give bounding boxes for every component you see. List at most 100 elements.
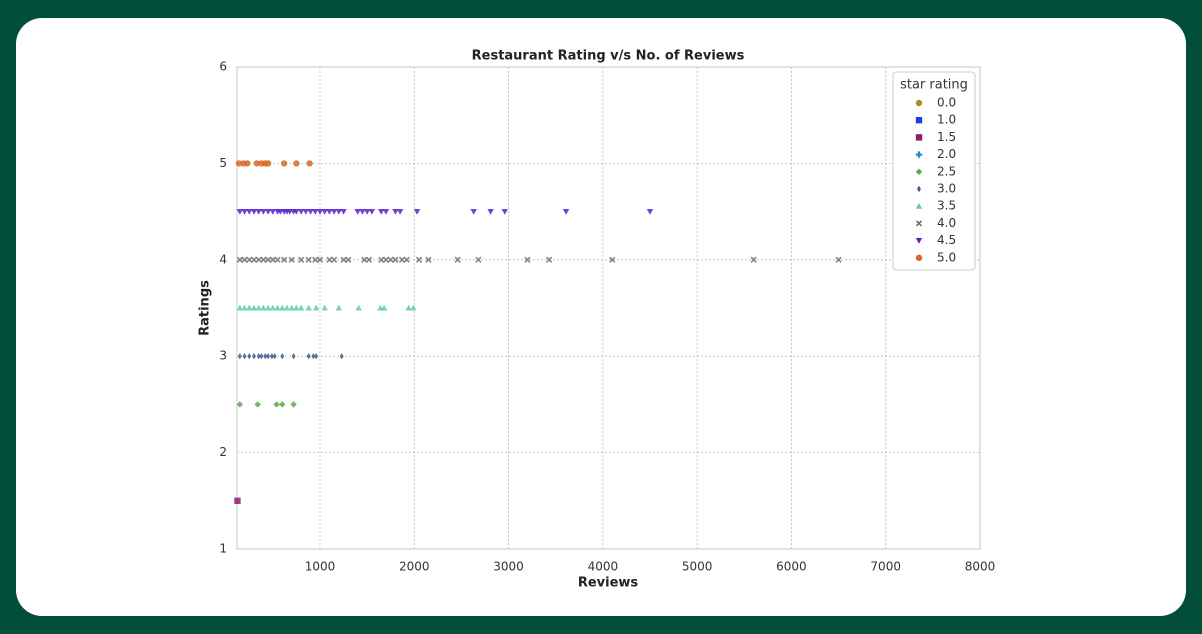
data-point bbox=[398, 256, 406, 263]
data-point bbox=[311, 353, 316, 360]
data-point bbox=[306, 160, 313, 167]
data-point bbox=[264, 160, 272, 167]
data-point bbox=[545, 256, 553, 263]
data-point bbox=[264, 209, 272, 215]
data-point bbox=[330, 209, 338, 215]
y-tick-label: 6 bbox=[219, 60, 227, 74]
data-point bbox=[244, 160, 251, 167]
data-point bbox=[313, 304, 320, 311]
data-point bbox=[260, 256, 267, 263]
data-point bbox=[237, 353, 242, 360]
legend-label: 4.0 bbox=[937, 216, 956, 230]
x-tick-label: 7000 bbox=[870, 560, 901, 574]
y-axis-label: Ratings bbox=[198, 280, 213, 336]
data-point bbox=[335, 304, 343, 311]
data-point bbox=[297, 304, 305, 311]
data-point bbox=[288, 256, 295, 263]
data-point bbox=[280, 353, 285, 360]
data-point bbox=[279, 304, 286, 311]
data-point bbox=[330, 256, 338, 263]
x-tick-label: 5000 bbox=[682, 560, 713, 574]
data-point bbox=[340, 209, 347, 215]
legend-label: 1.0 bbox=[937, 113, 956, 127]
plot-area bbox=[236, 66, 981, 550]
data-point bbox=[312, 256, 319, 263]
data-point bbox=[247, 353, 252, 360]
data-point bbox=[246, 209, 253, 215]
data-point bbox=[382, 209, 390, 215]
data-point bbox=[241, 304, 248, 311]
legend-marker bbox=[917, 185, 921, 193]
legend-label: 2.5 bbox=[937, 164, 956, 178]
data-point bbox=[487, 209, 494, 215]
data-point bbox=[326, 209, 333, 215]
data-point bbox=[454, 256, 461, 263]
data-point bbox=[293, 304, 300, 311]
legend-marker bbox=[915, 99, 923, 107]
x-tick-label: 2000 bbox=[399, 560, 430, 574]
data-point bbox=[609, 256, 616, 263]
data-point bbox=[382, 256, 390, 263]
data-point bbox=[339, 353, 344, 360]
data-point bbox=[264, 304, 272, 311]
legend-label: 3.5 bbox=[937, 199, 956, 213]
data-point bbox=[260, 304, 267, 311]
y-tick-label: 4 bbox=[219, 252, 227, 266]
data-point bbox=[297, 256, 305, 263]
data-point bbox=[260, 209, 267, 215]
data-point bbox=[250, 304, 258, 311]
data-point bbox=[524, 256, 531, 263]
data-point bbox=[291, 353, 296, 360]
data-point bbox=[475, 256, 482, 263]
y-tick-label: 1 bbox=[219, 542, 227, 556]
legend-marker bbox=[915, 117, 923, 124]
legend-label: 2.0 bbox=[937, 147, 956, 161]
y-tick-label: 5 bbox=[219, 156, 227, 170]
legend-marker bbox=[915, 203, 923, 209]
legend-label: 0.0 bbox=[937, 96, 956, 110]
data-point bbox=[410, 304, 417, 311]
data-point bbox=[403, 256, 410, 263]
data-point bbox=[246, 256, 253, 263]
data-point bbox=[236, 256, 243, 263]
data-point bbox=[235, 160, 243, 167]
data-point bbox=[646, 209, 654, 215]
data-point bbox=[264, 256, 272, 263]
data-point bbox=[321, 304, 328, 311]
data-point bbox=[396, 209, 404, 215]
data-point bbox=[562, 209, 570, 215]
data-point bbox=[355, 304, 362, 311]
data-point bbox=[326, 256, 333, 263]
data-point bbox=[365, 256, 373, 263]
data-point bbox=[302, 209, 310, 215]
data-point bbox=[290, 401, 297, 408]
legend-marker bbox=[915, 254, 923, 261]
data-point bbox=[501, 209, 508, 215]
x-tick-label: 8000 bbox=[965, 560, 996, 574]
data-point bbox=[269, 209, 277, 215]
data-point bbox=[273, 401, 280, 408]
y-tick-label: 3 bbox=[219, 349, 227, 363]
data-point bbox=[242, 353, 247, 360]
data-point bbox=[255, 256, 262, 263]
data-point bbox=[835, 256, 842, 263]
data-point bbox=[255, 304, 262, 311]
data-point bbox=[368, 209, 376, 215]
data-point bbox=[335, 209, 343, 215]
data-point bbox=[241, 209, 248, 215]
data-point bbox=[361, 256, 368, 263]
data-point bbox=[241, 256, 248, 263]
data-point bbox=[405, 304, 412, 311]
legend-title: star rating bbox=[900, 78, 968, 93]
data-point bbox=[392, 256, 399, 263]
data-point bbox=[236, 209, 244, 215]
data-point bbox=[378, 209, 385, 215]
x-tick-label: 6000 bbox=[776, 560, 807, 574]
data-point bbox=[305, 256, 312, 263]
data-point bbox=[378, 256, 385, 263]
legend-marker bbox=[915, 151, 923, 158]
data-point bbox=[259, 353, 264, 360]
data-point bbox=[363, 209, 371, 215]
data-point bbox=[316, 209, 324, 215]
